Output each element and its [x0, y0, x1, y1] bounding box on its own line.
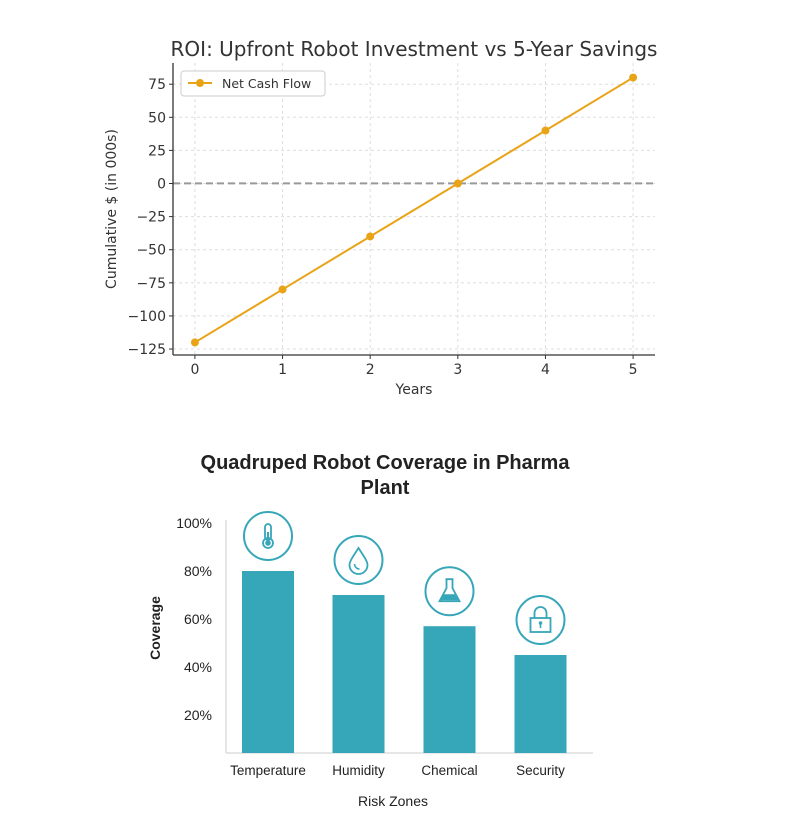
icon-circle	[424, 566, 475, 617]
ticks: 0 1 2 3 4 5 75 50 25 0 −25 −50 −75 −100 −125	[128, 77, 638, 378]
y-tick-label: 50	[148, 110, 166, 126]
legend-box	[180, 70, 326, 97]
y-tick-label: −50	[136, 243, 166, 259]
y-axis-label: Coverage	[147, 596, 163, 660]
icon-circle	[333, 535, 384, 585]
bar-temperature	[242, 571, 294, 753]
flask-icon	[424, 566, 475, 617]
y-tick-label: 60%	[184, 611, 212, 627]
thermometer-icon	[243, 511, 293, 561]
legend-marker-icon	[196, 79, 204, 87]
x-tick-label: 3	[453, 362, 462, 378]
coverage-chart-title-line1: Quadruped Robot Coverage in Pharma	[201, 452, 571, 474]
bars: Temperature Humidity Chemical Security	[230, 511, 567, 778]
droplet-icon-glyph	[348, 546, 369, 575]
y-tick-label: −100	[128, 309, 166, 325]
y-tick-label: 80%	[184, 563, 212, 579]
icon-circle	[515, 595, 566, 645]
roi-chart-title: ROI: Upfront Robot Investment vs 5-Year …	[171, 37, 658, 61]
y-tick-label: −125	[128, 342, 166, 358]
padlock-icon	[515, 595, 566, 645]
x-tick-label: 4	[541, 362, 550, 378]
bar-security	[514, 655, 567, 753]
y-tick-label: 100%	[176, 515, 212, 531]
net-cash-flow-line	[194, 76, 634, 344]
data-points	[190, 73, 638, 347]
y-tick-label: −75	[136, 276, 166, 292]
legend: Net Cash Flow	[180, 70, 326, 97]
bar-group-security: Security	[514, 595, 567, 778]
padlock-icon-glyph	[529, 606, 552, 633]
bar-group-temperature: Temperature	[230, 511, 306, 778]
x-tick-label: Security	[516, 763, 565, 778]
y-tick-label: 75	[148, 77, 166, 93]
bar-humidity	[332, 595, 385, 753]
ticks: 100% 80% 60% 40% 20%	[176, 515, 212, 723]
x-tick-label: 2	[366, 362, 375, 378]
x-tick-label: Chemical	[421, 763, 477, 778]
data-point	[629, 73, 638, 82]
x-axis-label: Risk Zones	[358, 793, 428, 809]
bar-group-chemical: Chemical	[421, 566, 478, 778]
x-tick-label: Temperature	[230, 763, 306, 778]
y-tick-label: 20%	[184, 707, 212, 723]
x-axis-label: Years	[395, 382, 433, 398]
data-point	[366, 232, 375, 241]
bar-group-humidity: Humidity	[332, 535, 385, 778]
y-axis-label: Cumulative $ (in 000s)	[104, 129, 120, 289]
x-tick-label: Humidity	[332, 763, 385, 778]
coverage-chart-title-line2: Plant	[361, 477, 410, 499]
y-tick-label: −25	[136, 210, 166, 226]
roi-line-chart: ROI: Upfront Robot Investment vs 5-Year …	[104, 37, 657, 398]
x-tick-label: 0	[190, 362, 199, 378]
legend-label: Net Cash Flow	[222, 76, 311, 91]
data-point	[190, 338, 199, 347]
x-tick-label: 1	[278, 362, 287, 378]
thermometer-icon-glyph	[262, 523, 274, 549]
y-tick-label: 25	[148, 143, 166, 159]
data-point	[278, 285, 287, 294]
flask-icon-glyph	[437, 578, 462, 603]
bar-chemical	[423, 626, 476, 753]
y-tick-label: 40%	[184, 659, 212, 675]
x-tick-label: 5	[629, 362, 638, 378]
y-tick-label: 0	[157, 177, 166, 193]
data-point	[453, 179, 462, 188]
data-point	[541, 126, 550, 135]
droplet-icon	[333, 535, 384, 585]
coverage-bar-chart: Quadruped Robot Coverage in Pharma Plant…	[147, 452, 593, 809]
